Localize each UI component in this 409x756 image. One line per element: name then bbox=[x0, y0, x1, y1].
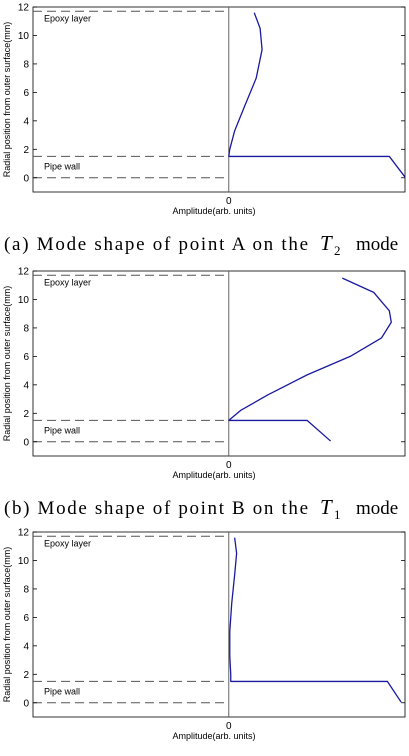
y-tick-label: 6 bbox=[23, 352, 29, 363]
y-tick-label: 8 bbox=[23, 584, 29, 595]
plot-frame bbox=[32, 270, 406, 457]
pipe-wall-label: Pipe wall bbox=[44, 686, 80, 696]
x-axis-label: Amplitude(arb. units) bbox=[172, 731, 255, 741]
caption-mode-subscript: 1 bbox=[334, 507, 341, 522]
y-tick-label: 8 bbox=[23, 59, 29, 70]
caption-suffix: mode bbox=[356, 498, 398, 519]
epoxy-layer-label: Epoxy layer bbox=[44, 277, 91, 287]
y-tick-label: 12 bbox=[18, 528, 30, 539]
caption-b: (b) Mode shape of point B on the T 1 mode bbox=[4, 495, 398, 522]
y-axis-label: Radial position from outer surface(mm) bbox=[2, 22, 12, 178]
y-tick-label: 0 bbox=[23, 698, 29, 709]
caption-mode-symbol: T bbox=[320, 495, 333, 519]
y-tick-label: 4 bbox=[23, 116, 29, 127]
y-tick-label: 10 bbox=[18, 556, 30, 567]
mode-shape-curve bbox=[228, 12, 406, 178]
y-tick-label: 12 bbox=[18, 267, 30, 278]
y-axis-label: Radial position from outer surface(mm) bbox=[2, 286, 12, 442]
x-tick-label: 0 bbox=[226, 196, 232, 207]
caption-mode-subscript: 2 bbox=[334, 243, 341, 258]
plot-frame bbox=[32, 531, 406, 718]
caption-mode-symbol: T bbox=[320, 231, 333, 255]
caption-suffix: mode bbox=[356, 234, 398, 255]
y-tick-label: 4 bbox=[23, 380, 29, 391]
x-axis-label: Amplitude(arb. units) bbox=[172, 470, 255, 480]
epoxy-layer-label: Epoxy layer bbox=[44, 13, 91, 23]
caption-a: (a) Mode shape of point A on the T 2 mode bbox=[4, 231, 398, 258]
epoxy-layer-label: Epoxy layer bbox=[44, 538, 91, 548]
mode-shape-curve bbox=[229, 537, 402, 703]
x-tick-label: 0 bbox=[226, 721, 232, 732]
y-tick-label: 6 bbox=[23, 613, 29, 624]
y-tick-label: 10 bbox=[18, 31, 30, 42]
y-tick-label: 0 bbox=[23, 437, 29, 448]
x-tick-label: 0 bbox=[226, 460, 232, 471]
y-tick-label: 4 bbox=[23, 641, 29, 652]
y-tick-label: 2 bbox=[23, 409, 29, 420]
y-tick-label: 0 bbox=[23, 173, 29, 184]
x-axis-label: Amplitude(arb. units) bbox=[172, 206, 255, 216]
y-axis-label: Radial position from outer surface(mm) bbox=[2, 547, 12, 703]
pipe-wall-label: Pipe wall bbox=[44, 425, 80, 435]
plot-frame bbox=[32, 6, 406, 193]
y-tick-label: 2 bbox=[23, 145, 29, 156]
y-tick-label: 10 bbox=[18, 295, 30, 306]
y-tick-label: 2 bbox=[23, 670, 29, 681]
caption-text: (b) Mode shape of point B on the bbox=[4, 498, 308, 519]
y-tick-label: 6 bbox=[23, 88, 29, 99]
y-tick-label: 12 bbox=[18, 3, 30, 14]
caption-text: (a) Mode shape of point A on the bbox=[4, 234, 308, 255]
y-tick-label: 8 bbox=[23, 323, 29, 334]
pipe-wall-label: Pipe wall bbox=[44, 161, 80, 171]
mode-shape-curve bbox=[228, 277, 392, 442]
